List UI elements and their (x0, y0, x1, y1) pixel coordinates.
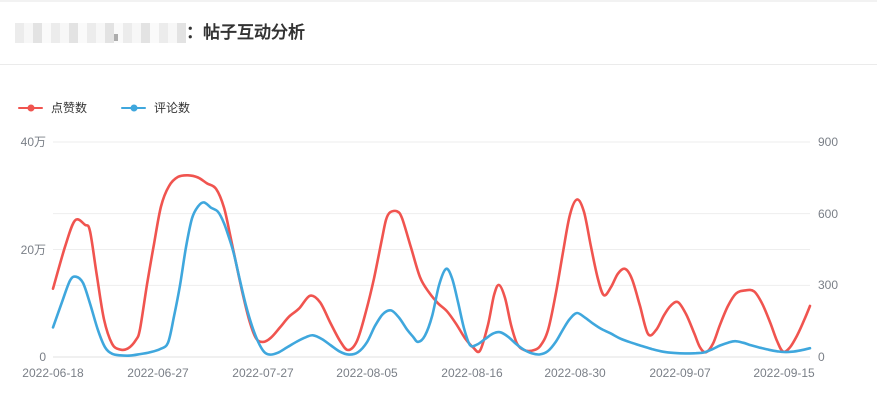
title-row: ：帖子互动分析 (15, 22, 305, 44)
line-series-marker-icon (121, 104, 147, 111)
y-axis-right-tick-3: 900 (818, 135, 839, 149)
x-axis-label-2: 2022-07-27 (232, 366, 294, 380)
legend-label-likes: 点赞数 (51, 101, 88, 115)
header: ：帖子互动分析 (0, 2, 877, 64)
x-axis-label-7: 2022-09-15 (753, 366, 815, 380)
y-axis-right-tick-0: 0 (818, 350, 825, 364)
y-axis-left-tick-2: 40万 (20, 135, 46, 149)
page-title: ：帖子互动分析 (186, 22, 305, 44)
x-axis-label-1: 2022-06-27 (127, 366, 189, 380)
line-series-marker-icon (18, 104, 43, 111)
redacted-account-name (15, 23, 186, 43)
legend-label-comments: 评论数 (154, 101, 191, 115)
x-axis-label-4: 2022-08-16 (441, 366, 503, 380)
y-axis-left-tick-1: 20万 (20, 242, 46, 257)
legend-item-likes[interactable]: 点赞数 (18, 99, 87, 116)
legend-dot-icon (130, 104, 138, 111)
x-axis-label-0: 2022-06-18 (22, 366, 84, 380)
x-axis-label-5: 2022-08-30 (544, 366, 606, 380)
legend-dot-icon (27, 104, 34, 111)
y-axis-right-tick-1: 300 (818, 278, 839, 293)
chart-legend: 点赞数 评论数 (18, 99, 190, 116)
title-separator: ： (186, 23, 203, 42)
legend-item-comments[interactable]: 评论数 (121, 99, 190, 116)
y-axis-left-tick-0: 0 (39, 350, 46, 364)
title-text: 帖子互动分析 (203, 23, 305, 42)
x-axis-label-6: 2022-09-07 (649, 366, 711, 380)
x-axis-label-3: 2022-08-05 (336, 366, 398, 380)
header-divider (0, 64, 877, 65)
y-axis-right-tick-2: 600 (818, 206, 839, 221)
